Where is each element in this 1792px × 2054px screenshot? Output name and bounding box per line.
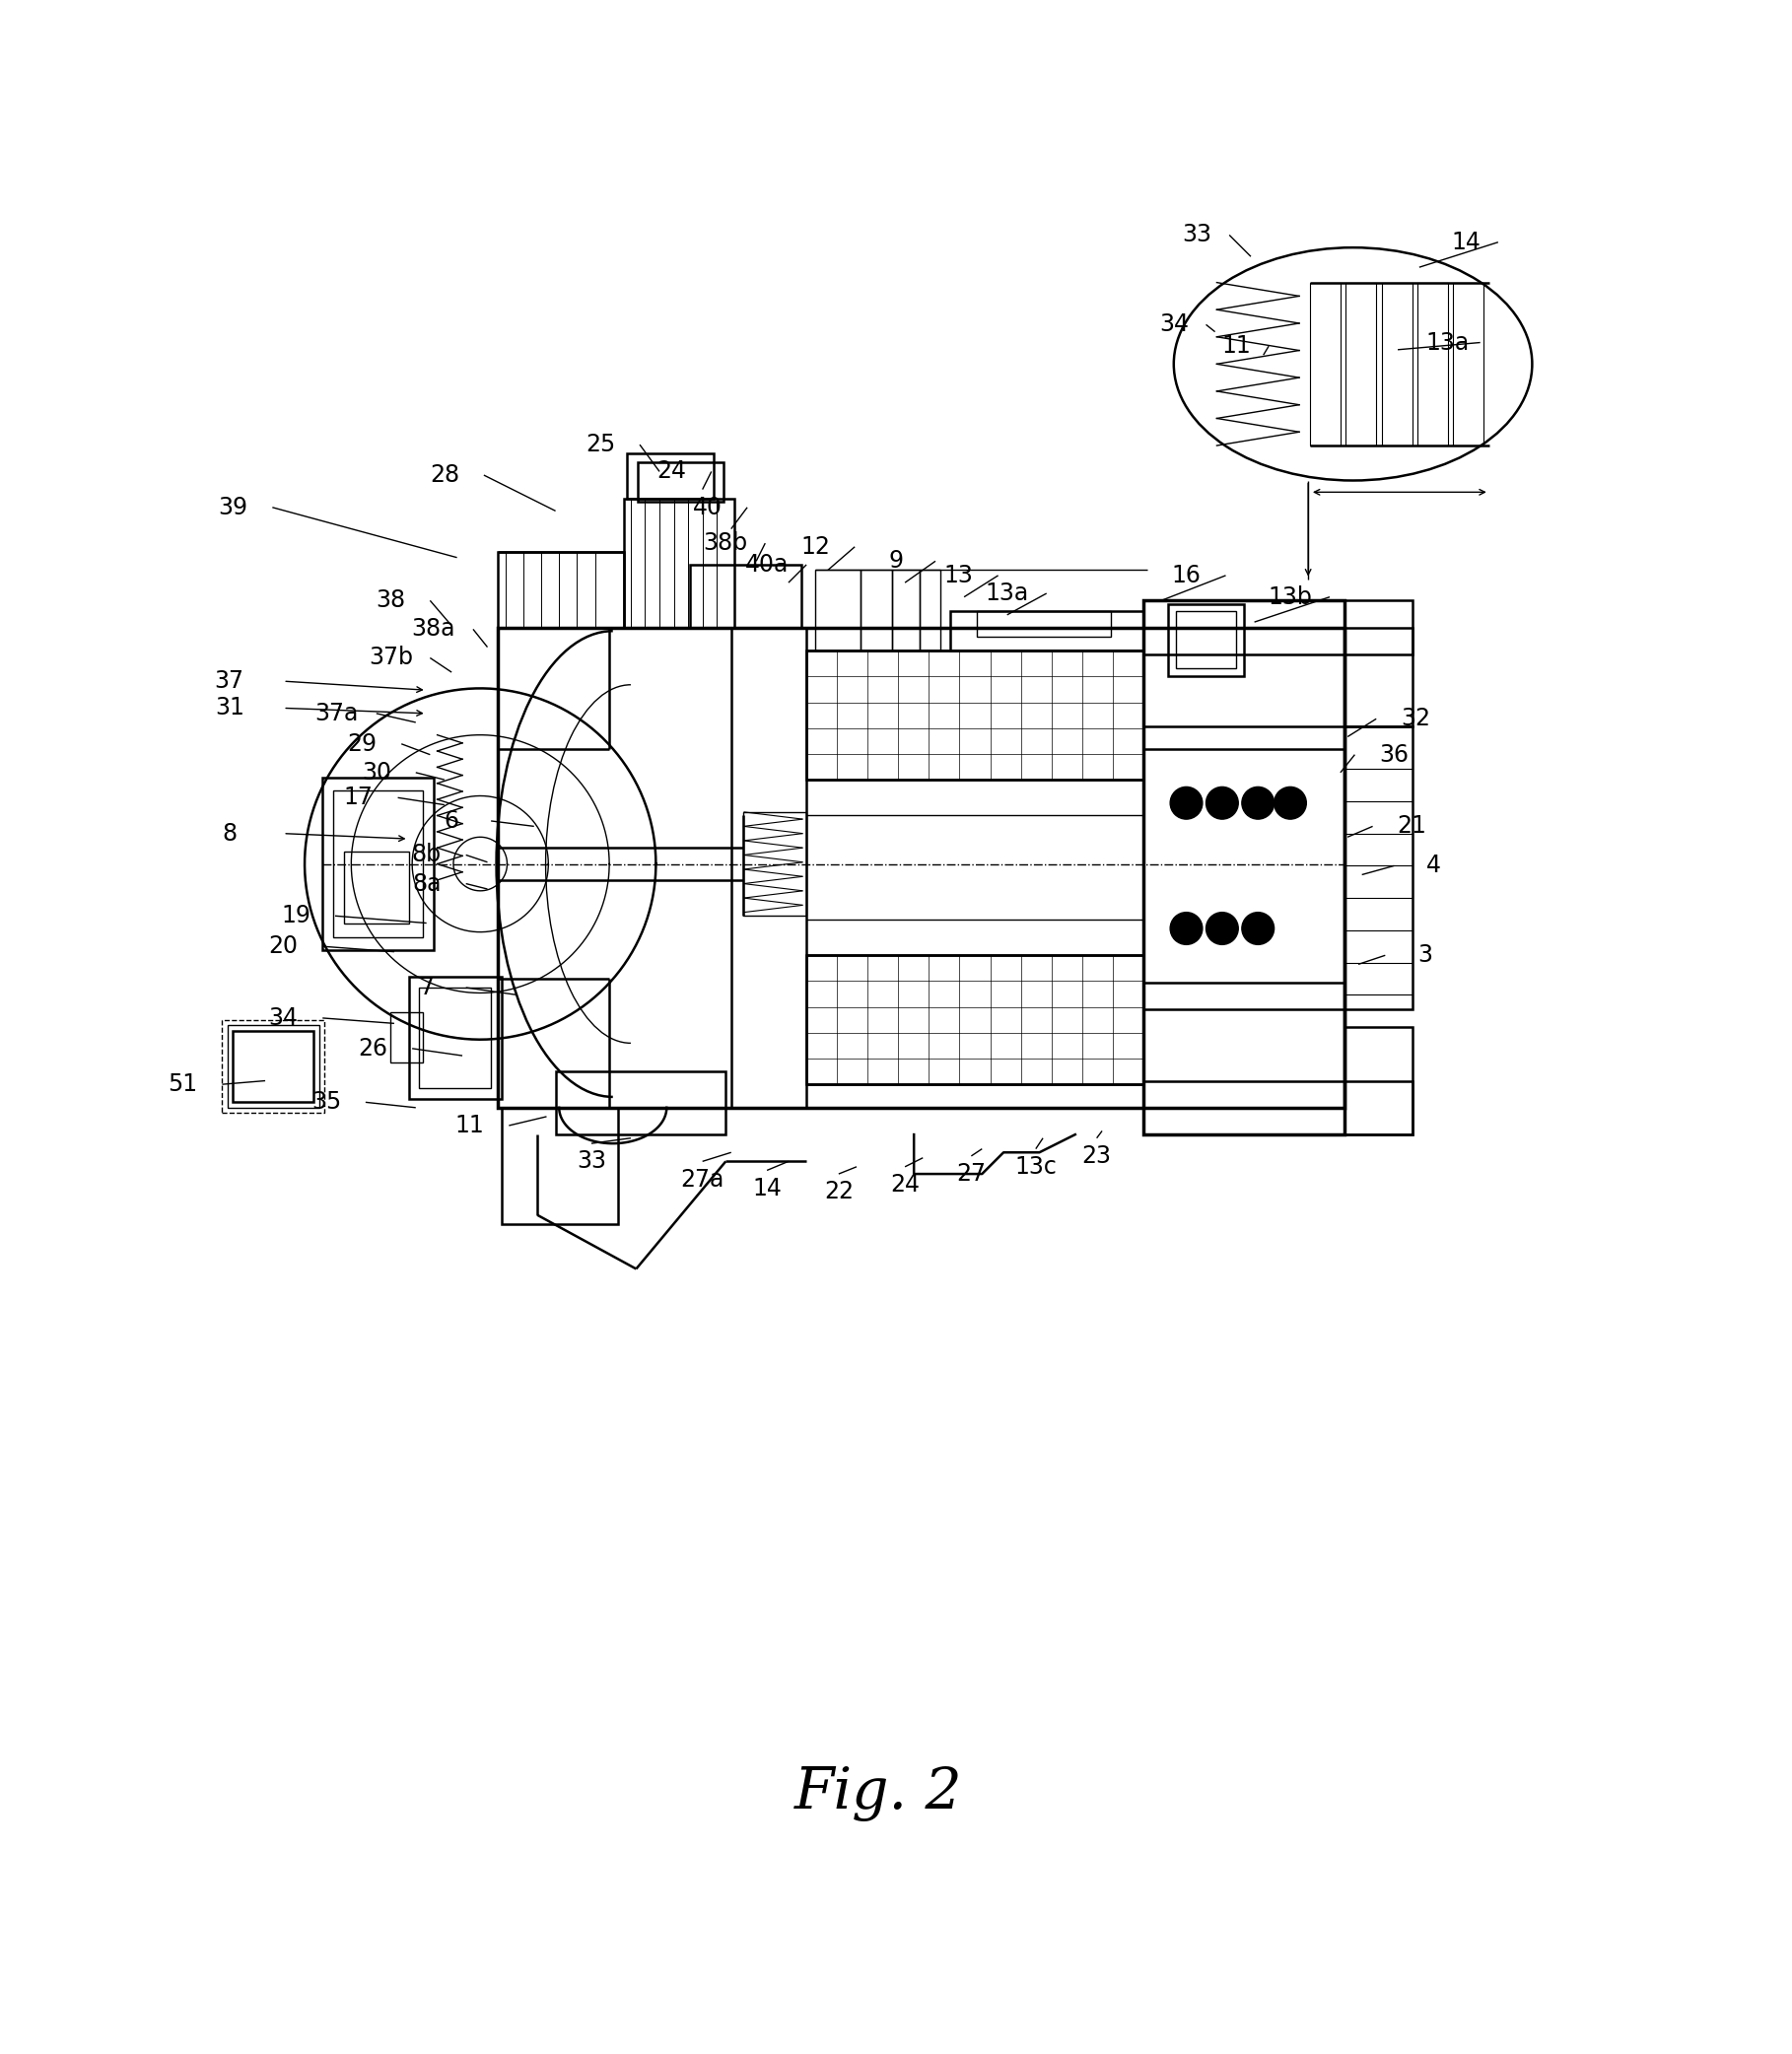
Text: 38: 38	[376, 589, 405, 612]
Bar	[344, 852, 409, 922]
Bar	[1344, 1027, 1412, 1134]
Text: 19: 19	[281, 904, 310, 928]
Text: 27a: 27a	[681, 1167, 724, 1191]
Bar	[323, 778, 434, 949]
Bar	[333, 791, 423, 937]
Text: 38b: 38b	[704, 532, 747, 555]
Text: 30: 30	[362, 760, 391, 785]
Bar	[919, 571, 941, 651]
Text: 8: 8	[222, 822, 237, 846]
Bar	[627, 454, 713, 499]
Text: 13a: 13a	[1426, 331, 1469, 355]
Bar	[1168, 604, 1244, 676]
Bar	[744, 811, 806, 916]
Text: Fig. 2: Fig. 2	[794, 1766, 962, 1822]
Text: 27: 27	[957, 1163, 986, 1185]
Bar	[1176, 612, 1236, 670]
Bar	[1344, 725, 1412, 1009]
Bar	[950, 612, 1143, 651]
Text: 51: 51	[168, 1072, 197, 1097]
Text: 9: 9	[889, 548, 903, 573]
Bar	[409, 978, 502, 1099]
Text: 17: 17	[344, 787, 373, 809]
Text: 23: 23	[1082, 1144, 1111, 1169]
Text: 39: 39	[219, 495, 247, 520]
Bar	[892, 571, 919, 651]
Circle shape	[1242, 787, 1274, 820]
Bar	[690, 565, 801, 626]
Bar	[624, 499, 735, 626]
Text: 28: 28	[430, 464, 459, 487]
Bar	[1143, 600, 1344, 1134]
Text: 24: 24	[891, 1173, 919, 1197]
Bar	[233, 1031, 314, 1103]
Bar	[498, 626, 1344, 1107]
Text: 33: 33	[577, 1150, 606, 1173]
Text: 24: 24	[658, 460, 686, 483]
Circle shape	[1170, 912, 1202, 945]
Bar	[391, 1013, 423, 1062]
Bar	[1344, 626, 1412, 725]
Bar	[1453, 283, 1484, 446]
Text: 4: 4	[1426, 854, 1441, 877]
Text: 6: 6	[444, 809, 459, 832]
Text: 40: 40	[694, 495, 722, 520]
Bar	[556, 1072, 726, 1134]
Text: 16: 16	[1172, 563, 1201, 587]
Text: 13c: 13c	[1014, 1154, 1057, 1179]
Circle shape	[1206, 912, 1238, 945]
Text: 35: 35	[312, 1091, 340, 1113]
Bar	[502, 1107, 618, 1224]
Text: 34: 34	[269, 1006, 297, 1029]
Text: 32: 32	[1401, 707, 1430, 731]
Text: 8a: 8a	[412, 871, 441, 896]
Text: 12: 12	[801, 534, 830, 559]
Bar	[1382, 283, 1412, 446]
Text: 22: 22	[824, 1179, 853, 1204]
Text: 8b: 8b	[412, 842, 441, 867]
Bar	[806, 955, 1143, 1085]
Text: 13: 13	[944, 563, 973, 587]
Text: 20: 20	[269, 935, 297, 959]
Text: 11: 11	[1222, 335, 1251, 357]
Text: 25: 25	[586, 433, 615, 456]
Text: 37b: 37b	[369, 647, 412, 670]
Circle shape	[1170, 787, 1202, 820]
Bar	[228, 1025, 319, 1107]
Circle shape	[1206, 787, 1238, 820]
Bar	[222, 1021, 324, 1113]
Bar	[498, 553, 624, 626]
Text: 13a: 13a	[986, 581, 1029, 606]
Text: 40a: 40a	[745, 553, 788, 577]
Text: 34: 34	[1159, 312, 1188, 337]
Text: 37: 37	[215, 670, 244, 692]
Text: 7: 7	[419, 976, 434, 1000]
Bar	[1310, 283, 1340, 446]
Text: 13b: 13b	[1269, 585, 1312, 608]
Circle shape	[1274, 787, 1306, 820]
Bar	[815, 571, 860, 651]
Text: 14: 14	[1452, 230, 1480, 255]
Text: 21: 21	[1398, 815, 1426, 838]
Text: 11: 11	[455, 1113, 484, 1138]
Bar	[1143, 1080, 1412, 1134]
Text: 33: 33	[1183, 224, 1211, 246]
Bar	[806, 651, 1143, 781]
Bar	[419, 988, 491, 1089]
Bar	[1346, 283, 1376, 446]
Text: 36: 36	[1380, 744, 1409, 766]
Text: 29: 29	[348, 731, 376, 756]
Text: 3: 3	[1417, 943, 1432, 967]
Text: 14: 14	[753, 1177, 781, 1200]
Text: 38a: 38a	[412, 618, 455, 641]
Circle shape	[1242, 912, 1274, 945]
Bar	[977, 612, 1111, 637]
Bar	[1417, 283, 1448, 446]
Bar	[638, 462, 724, 501]
Text: 26: 26	[358, 1037, 387, 1060]
Text: 37a: 37a	[315, 702, 358, 725]
Bar	[860, 571, 892, 651]
Bar	[1143, 600, 1412, 655]
Text: 31: 31	[215, 696, 244, 719]
